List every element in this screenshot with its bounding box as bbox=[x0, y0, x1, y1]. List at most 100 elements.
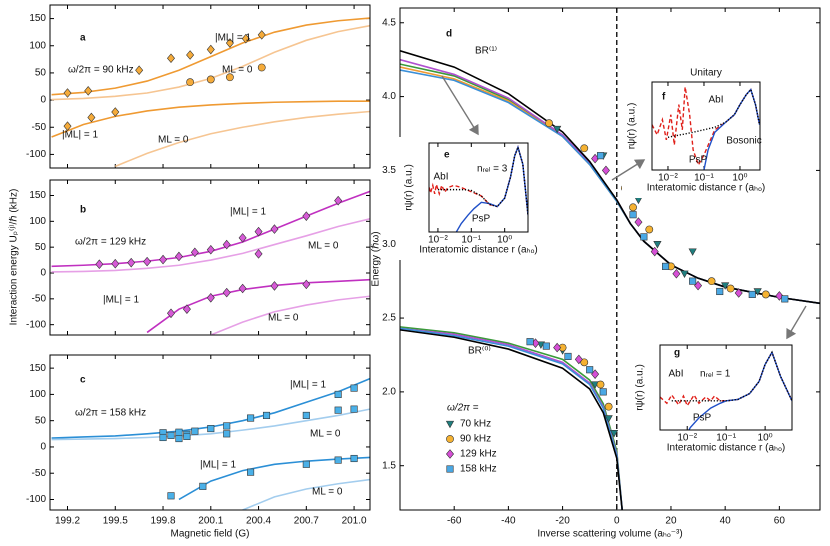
marker bbox=[222, 239, 231, 250]
marker bbox=[350, 405, 358, 413]
y-tick-label: 1.5 bbox=[382, 460, 396, 471]
annotation: BR⁽¹⁾ bbox=[475, 46, 497, 57]
y-tick-label: 2.5 bbox=[382, 313, 396, 324]
marker bbox=[564, 352, 572, 360]
annotation: |ML| = 1 bbox=[230, 207, 266, 218]
plot-frame bbox=[49, 179, 371, 336]
marker bbox=[545, 119, 553, 128]
annotation: ML = 0 bbox=[310, 429, 341, 440]
y-tick-label: -100 bbox=[26, 149, 46, 160]
curve bbox=[667, 88, 760, 138]
x-tick-label: -60 bbox=[447, 516, 462, 527]
annotation: BR⁽⁰⁾ bbox=[468, 346, 491, 357]
legend-marker bbox=[445, 420, 455, 429]
marker bbox=[580, 358, 589, 367]
marker bbox=[302, 411, 310, 419]
x-tick-label: 10⁻² bbox=[677, 433, 697, 444]
marker bbox=[604, 402, 613, 411]
marker bbox=[167, 308, 175, 319]
pointer-arrow bbox=[611, 159, 646, 181]
legend-marker bbox=[446, 465, 454, 473]
annotation: ω/2π = 129 kHz bbox=[75, 237, 146, 248]
plot-frame bbox=[49, 4, 371, 169]
annotation: a bbox=[80, 33, 86, 44]
x-tick-label: 10⁻¹ bbox=[694, 173, 714, 184]
inset-background bbox=[630, 339, 798, 458]
marker bbox=[206, 75, 215, 84]
marker bbox=[175, 428, 183, 436]
y-tick-label: 3.5 bbox=[382, 165, 396, 176]
annotation: ML = 0 bbox=[158, 135, 189, 146]
curve bbox=[51, 217, 370, 273]
marker bbox=[574, 354, 583, 365]
inset-title: Unitary bbox=[690, 68, 722, 79]
x-axis-label: Magnetic field (G) bbox=[171, 529, 250, 540]
marker bbox=[302, 279, 311, 290]
x-tick-label: 200.1 bbox=[198, 516, 223, 527]
curve bbox=[652, 86, 760, 167]
y-tick-label: -50 bbox=[32, 468, 47, 479]
x-tick-label: 201.0 bbox=[342, 516, 367, 527]
marker bbox=[726, 284, 735, 293]
x-tick-label: 200.4 bbox=[246, 516, 271, 527]
curve bbox=[51, 24, 370, 101]
y-tick-label: 4.0 bbox=[382, 91, 396, 102]
inset-background bbox=[622, 76, 766, 198]
x-tick-label: 199.5 bbox=[103, 516, 128, 527]
marker bbox=[182, 304, 191, 314]
marker bbox=[302, 460, 310, 468]
y-axis-label: rψ(r) (a.u.) bbox=[404, 164, 415, 211]
marker bbox=[167, 492, 175, 500]
marker bbox=[159, 254, 168, 265]
legend-label: 158 kHz bbox=[460, 464, 497, 475]
marker bbox=[87, 112, 96, 123]
curve bbox=[51, 408, 370, 441]
marker bbox=[257, 30, 266, 40]
marker bbox=[753, 288, 762, 296]
marker bbox=[596, 380, 605, 389]
x-tick-label: 20 bbox=[665, 516, 677, 527]
marker bbox=[84, 86, 93, 96]
y-tick-label: 2.0 bbox=[382, 387, 396, 398]
marker bbox=[175, 435, 183, 443]
y-tick-label: 100 bbox=[29, 389, 46, 400]
curve bbox=[400, 326, 623, 510]
y-tick-label: 4.5 bbox=[382, 17, 396, 28]
marker bbox=[127, 257, 136, 268]
y-tick-label: 50 bbox=[35, 242, 47, 253]
curve bbox=[210, 295, 370, 335]
marker bbox=[609, 430, 619, 438]
x-axis-label: Interatomic distance r (aₕₒ) bbox=[667, 443, 785, 454]
marker bbox=[334, 390, 342, 398]
legend-label: 129 kHz bbox=[460, 449, 497, 460]
x-tick-label: 10⁻¹ bbox=[461, 235, 481, 246]
y-tick-label: 50 bbox=[35, 68, 47, 79]
marker bbox=[206, 244, 215, 255]
marker bbox=[526, 338, 534, 346]
marker bbox=[225, 38, 234, 48]
plot-frame bbox=[49, 354, 371, 511]
x-tick-label: 10⁰ bbox=[497, 235, 512, 246]
marker bbox=[542, 342, 550, 350]
x-tick-label: 199.2 bbox=[55, 516, 80, 527]
curve bbox=[146, 278, 370, 334]
marker bbox=[247, 468, 255, 476]
marker bbox=[206, 44, 215, 55]
y-tick-label: -100 bbox=[26, 319, 46, 330]
annotation: ML = 0 bbox=[222, 65, 253, 76]
annotation: b bbox=[80, 205, 86, 216]
x-tick-label: 10⁻¹ bbox=[716, 433, 736, 444]
marker bbox=[174, 251, 183, 262]
marker bbox=[199, 482, 207, 490]
marker bbox=[334, 406, 342, 414]
y-axis-label: rψ(r) (a.u.) bbox=[635, 364, 646, 411]
marker bbox=[688, 248, 697, 256]
marker bbox=[662, 262, 670, 270]
marker bbox=[645, 225, 654, 234]
marker bbox=[689, 277, 697, 285]
y-tick-label: 0 bbox=[40, 95, 46, 106]
x-tick-label: 200.7 bbox=[294, 516, 319, 527]
marker bbox=[190, 247, 199, 258]
x-axis-label: Interatomic distance r (aₕₒ) bbox=[419, 245, 537, 256]
marker bbox=[238, 283, 247, 294]
